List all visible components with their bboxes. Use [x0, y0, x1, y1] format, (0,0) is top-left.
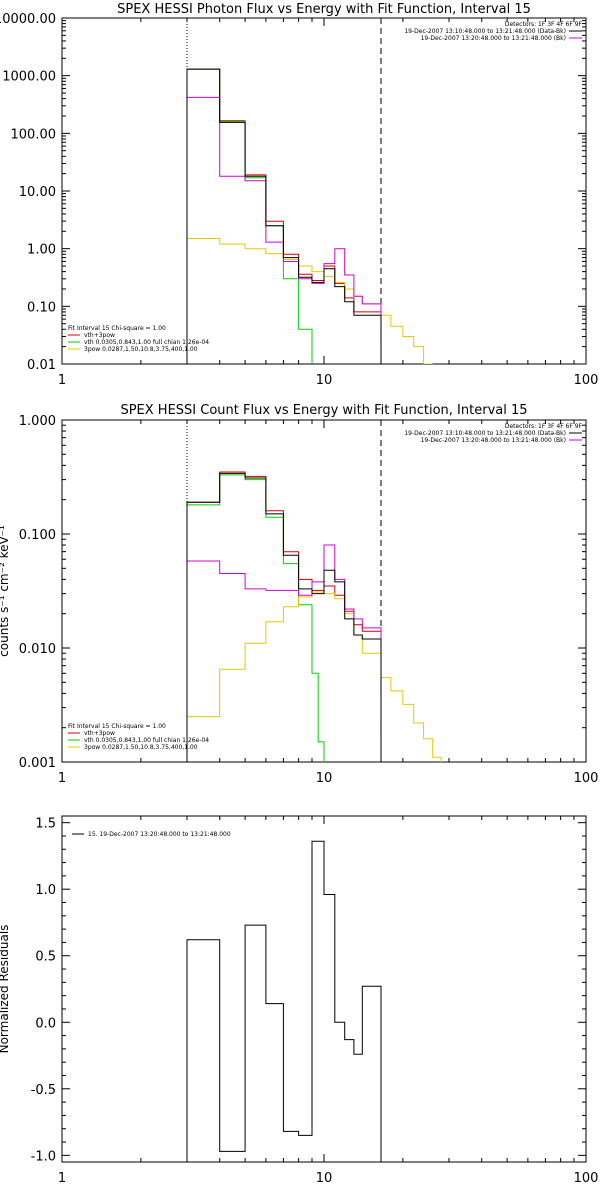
chart-title: SPEX HESSI Count Flux vs Energy with Fit…	[120, 403, 527, 418]
y-tick-label: 0.10	[27, 300, 56, 315]
chart-title: SPEX HESSI Photon Flux vs Energy with Fi…	[117, 2, 531, 17]
series-3-step-line	[186, 238, 433, 364]
y-tick-label: 0.5	[35, 950, 56, 965]
y-tick-label: 100.00	[11, 127, 57, 142]
fit-info: Fit Interval 15 Chi-square = 1.00	[68, 723, 166, 730]
panel-1: SPEX HESSI Photon Flux vs Energy with Fi…	[0, 2, 598, 388]
series-5-step-line	[186, 472, 382, 762]
x-tick-label: 1	[58, 771, 66, 786]
legend-entry: 3pow 0.0287,1.50,10.8,3.75,400,1.00	[84, 744, 198, 751]
plot-frame	[61, 17, 587, 365]
y-axis-label: Normalized Residuals	[0, 925, 11, 1054]
series-group	[186, 840, 382, 1162]
series-3-step-line	[186, 591, 442, 762]
y-tick-label: 0.100	[19, 528, 56, 543]
y-tick-label: 1.0	[35, 883, 56, 898]
series-4-step-line	[186, 96, 382, 364]
panel-3: 1 10 100 -1.0 -0.5 0.0 0.5 1.0 1.5 Normalized Res…	[0, 815, 599, 1186]
x-tick-label: 100	[574, 1171, 599, 1186]
y-tick-label: 1000.00	[2, 70, 56, 85]
legend-entry: vth+3pow	[84, 332, 115, 339]
series-1-step-line	[186, 68, 382, 364]
series-group	[186, 68, 433, 364]
series-1-step-line	[186, 471, 382, 762]
series-5-step-line	[186, 68, 382, 364]
y-tick-label: 0.01	[27, 358, 56, 373]
legend-entry: 15. 19-Dec-2007 13:20:48.000 to 13:21:48…	[88, 831, 231, 838]
y-tick-label: 0.001	[19, 756, 56, 771]
y-tick-label: 10000.00	[0, 12, 56, 27]
y-tick-label: 0.0	[35, 1016, 56, 1031]
y-tick-label: -0.5	[31, 1083, 56, 1098]
legend-entry: 3pow 0.0287,1.50,10.8,3.75,400,1.00	[84, 346, 198, 353]
legend-entry: vth+3pow	[84, 730, 115, 737]
series-2-step-line	[186, 474, 325, 762]
x-tick-label: 100	[574, 771, 599, 786]
legend-entry: vth 0.0305,0.843,1.00 full chian 1.26e-0…	[84, 339, 209, 346]
series-2-step-line	[186, 68, 313, 364]
legend-entry: vth 0.0305,0.843,1.00 full chian 1.26e-0…	[84, 737, 209, 744]
x-tick-label: 10	[316, 771, 333, 786]
y-tick-label: 10.00	[19, 185, 56, 200]
x-tick-label: 10	[316, 1171, 333, 1186]
y-axis-label: counts s⁻¹ cm⁻² keV⁻¹	[0, 525, 11, 657]
header-line: 19-Dec-2007 13:10:48.000 to 13:21:48.000…	[404, 28, 566, 35]
fit-info: Fit Interval 15 Chi-square = 1.00	[68, 325, 166, 332]
header-line: Detectors: 1F 3F 4F 6F 9F	[505, 21, 583, 28]
header-line: 19-Dec-2007 13:10:48.000 to 13:21:48.000…	[404, 430, 566, 437]
y-tick-label: 1.5	[35, 817, 56, 832]
header-line: 19-Dec-2007 13:20:48.000 to 13:21:48.000…	[421, 437, 566, 444]
x-tick-label: 1	[58, 373, 66, 388]
x-tick-label: 1	[58, 1171, 66, 1186]
panel-2: SPEX HESSI Count Flux vs Energy with Fit…	[0, 403, 598, 786]
y-tick-label: 1.00	[27, 243, 56, 258]
x-tick-label: 10	[316, 373, 333, 388]
series-1-step-line	[186, 840, 382, 1162]
header-line: Detectors: 1F 3F 4F 6F 9F	[505, 423, 583, 430]
series-4-step-line	[186, 544, 382, 762]
y-tick-label: 1.000	[19, 414, 56, 429]
x-tick-label: 100	[574, 373, 599, 388]
y-tick-label: -1.0	[31, 1149, 56, 1164]
series-group	[186, 471, 442, 762]
header-line: 19-Dec-2007 13:20:48.000 to 13:21:48.000…	[421, 35, 566, 42]
y-tick-label: 0.010	[19, 642, 56, 657]
